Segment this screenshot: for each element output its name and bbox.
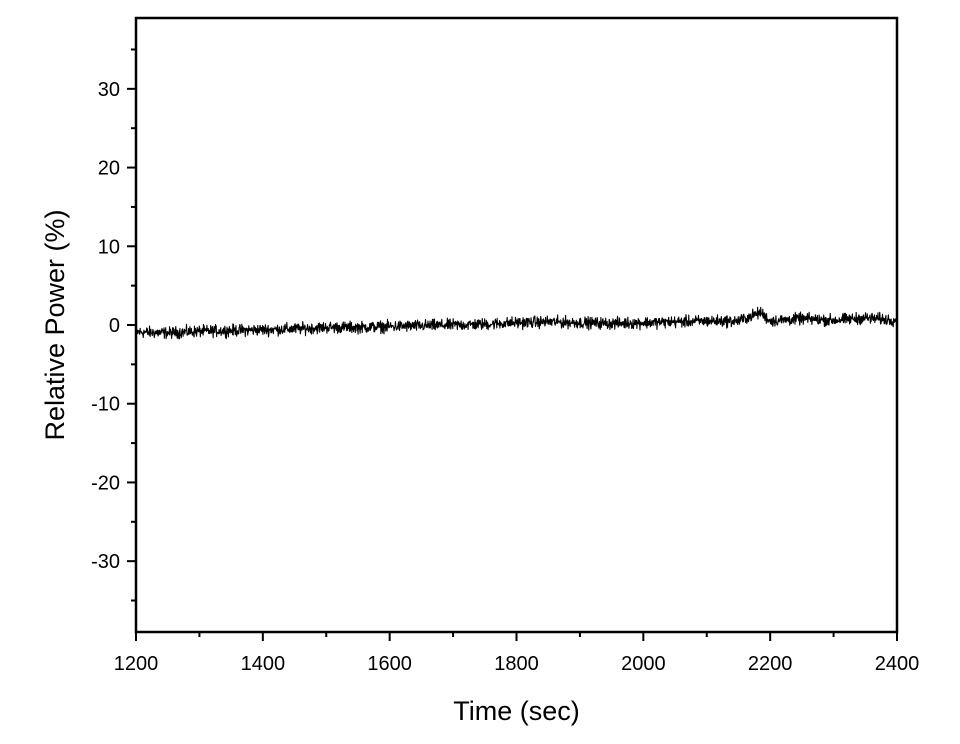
y-tick-label: 0	[109, 315, 120, 337]
x-axis-title: Time (sec)	[453, 696, 580, 726]
x-tick-label: 1400	[241, 653, 286, 675]
x-tick-label: 1200	[114, 653, 159, 675]
y-tick-label: 30	[98, 79, 120, 101]
plot-frame	[134, 16, 899, 634]
x-tick-label: 1800	[494, 653, 539, 675]
plot-area	[135, 306, 898, 340]
x-tick-label: 2400	[875, 653, 920, 675]
y-axis-title: Relative Power (%)	[40, 209, 70, 440]
y-tick-label: -20	[91, 472, 120, 494]
x-tick-label: 2000	[621, 653, 666, 675]
y-tick-label: -10	[91, 394, 120, 416]
y-tick-label: 10	[98, 236, 120, 258]
y-tick-label: -30	[91, 551, 120, 573]
series-line	[135, 306, 898, 340]
y-axis-ticks: -30 -20 -10 0 10 20 30	[91, 48, 136, 602]
x-tick-label: 1600	[367, 653, 412, 675]
x-tick-label: 2200	[748, 653, 793, 675]
y-tick-label: 20	[98, 158, 120, 180]
x-axis-ticks: 1200 1400 1600 1800 2000 2200 2400	[114, 632, 920, 675]
